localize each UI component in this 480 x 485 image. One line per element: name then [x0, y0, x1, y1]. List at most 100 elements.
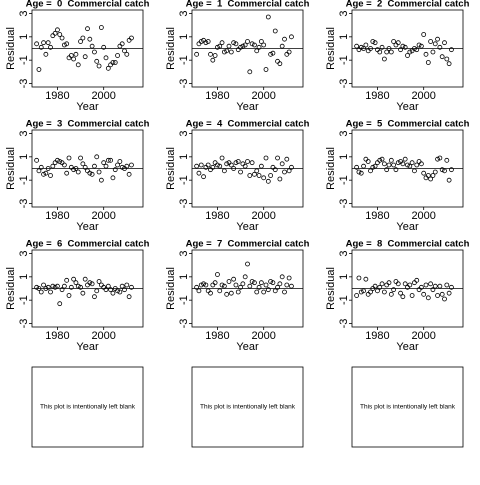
point	[384, 49, 390, 55]
point	[117, 289, 123, 295]
y-tick-label: -1	[18, 55, 30, 65]
y-tick-label: 3	[338, 250, 350, 256]
y-tick-label: 3	[178, 250, 190, 256]
point	[224, 48, 230, 54]
point	[105, 157, 111, 163]
point	[261, 42, 267, 48]
point	[442, 296, 447, 302]
point	[231, 40, 237, 46]
point	[368, 289, 373, 295]
y-tick-label: 3	[178, 10, 190, 16]
point	[233, 41, 239, 47]
point	[414, 47, 420, 53]
point	[388, 157, 394, 163]
point	[124, 163, 130, 169]
x-tick-label: 2000	[251, 90, 275, 102]
point	[446, 177, 452, 183]
point	[105, 283, 111, 289]
y-tick-label: -1	[18, 295, 30, 305]
point	[108, 62, 114, 68]
point	[64, 170, 70, 176]
point	[87, 36, 93, 42]
point	[119, 283, 125, 289]
point	[284, 156, 290, 162]
y-tick-label: -1	[178, 295, 190, 305]
point	[101, 160, 107, 166]
point	[400, 161, 406, 167]
y-tick-label: -3	[18, 199, 30, 209]
point	[416, 42, 422, 48]
point	[43, 51, 49, 57]
point	[286, 168, 292, 174]
point	[428, 281, 434, 287]
point	[238, 44, 243, 50]
point	[92, 49, 97, 55]
y-tick-label: -1	[338, 175, 350, 185]
point	[124, 51, 130, 57]
point	[212, 53, 218, 58]
point	[381, 289, 387, 295]
point	[219, 155, 225, 161]
point	[55, 27, 60, 33]
point	[52, 30, 58, 36]
point	[407, 49, 413, 55]
point	[372, 163, 378, 169]
point	[370, 164, 376, 170]
point	[414, 162, 420, 168]
point	[444, 282, 450, 288]
point	[238, 169, 243, 175]
point	[221, 168, 227, 174]
point	[372, 40, 378, 46]
point	[286, 275, 292, 281]
point	[80, 161, 86, 167]
x-axis-label: Year	[236, 221, 259, 233]
point	[416, 159, 422, 164]
point	[265, 14, 271, 20]
panel-title: Age = 0 Commercial catch	[26, 0, 150, 10]
point	[208, 51, 213, 57]
point	[437, 155, 443, 161]
point	[122, 287, 127, 293]
point	[92, 163, 97, 169]
point	[122, 48, 127, 54]
point	[228, 49, 234, 55]
point	[368, 168, 373, 174]
point	[59, 35, 65, 41]
point	[57, 159, 63, 164]
point	[205, 288, 211, 294]
x-axis-label: Year	[236, 341, 259, 353]
point	[268, 51, 274, 57]
point	[421, 291, 427, 297]
point	[41, 171, 46, 177]
x-axis-label: Year	[76, 221, 99, 233]
point	[196, 170, 202, 176]
point	[275, 58, 280, 64]
point	[36, 168, 42, 174]
point	[284, 51, 290, 57]
point	[224, 161, 230, 167]
point	[34, 284, 40, 290]
point	[50, 33, 56, 39]
point	[98, 25, 104, 30]
point	[61, 283, 67, 289]
point	[205, 39, 211, 44]
point	[103, 287, 109, 293]
x-tick-label: 1980	[365, 330, 389, 342]
point	[384, 282, 390, 288]
point	[224, 291, 230, 297]
point	[34, 157, 40, 163]
point	[129, 284, 134, 290]
point	[115, 53, 120, 58]
point	[265, 178, 271, 184]
point	[96, 279, 102, 284]
x-tick-label: 2000	[91, 210, 115, 222]
x-tick-label: 2000	[411, 210, 435, 222]
x-tick-label: 1980	[205, 330, 229, 342]
point	[117, 43, 123, 49]
point	[430, 173, 436, 178]
point	[391, 39, 397, 44]
point	[391, 162, 397, 168]
point	[89, 171, 95, 177]
y-tick-label: 3	[178, 130, 190, 136]
point	[117, 159, 123, 164]
